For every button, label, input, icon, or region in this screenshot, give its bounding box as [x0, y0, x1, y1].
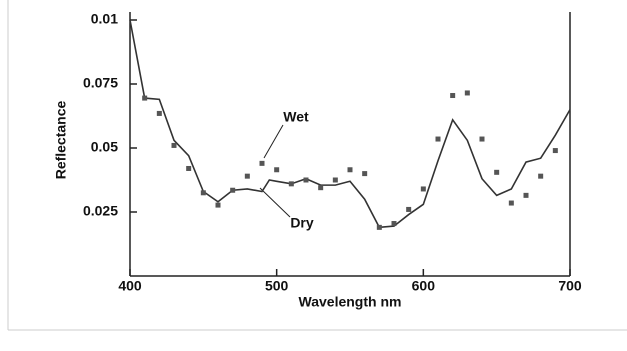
marker: [244, 173, 250, 179]
marker: [420, 186, 426, 192]
marker: [288, 181, 294, 187]
y-axis-label: Reflectance: [53, 100, 69, 179]
marker: [552, 148, 558, 154]
marker: [362, 171, 368, 177]
marker: [303, 177, 309, 183]
marker: [318, 185, 324, 191]
marker: [230, 187, 236, 193]
legend-label: Wet: [283, 109, 309, 125]
x-axis-label: Wavelength nm: [299, 294, 402, 310]
marker: [274, 167, 280, 173]
marker: [391, 221, 397, 227]
y-tick-label: 0.025: [83, 203, 118, 219]
marker: [186, 165, 192, 171]
marker: [156, 110, 162, 116]
marker: [259, 160, 265, 166]
marker: [523, 192, 529, 198]
marker: [142, 95, 148, 101]
marker: [494, 169, 500, 175]
marker: [215, 202, 221, 208]
x-tick-label: 600: [412, 278, 436, 294]
y-tick-label: 0.075: [83, 75, 118, 91]
marker: [406, 206, 412, 212]
y-tick-label: 0.01: [91, 11, 118, 27]
x-tick-label: 700: [558, 278, 582, 294]
marker: [171, 142, 177, 148]
marker: [508, 200, 514, 206]
marker: [347, 167, 353, 173]
marker: [479, 136, 485, 142]
y-tick-label: 0.05: [91, 139, 118, 155]
marker: [332, 177, 338, 183]
legend-label: Dry: [290, 215, 314, 231]
marker: [376, 224, 382, 230]
line: [129, 19, 571, 229]
marker: [435, 136, 441, 142]
marker: [538, 173, 544, 179]
pointer: [259, 187, 291, 218]
x-tick-label: 500: [265, 278, 289, 294]
x-tick-label: 400: [118, 278, 142, 294]
marker: [200, 190, 206, 196]
marker: [464, 90, 470, 96]
pointer: [263, 124, 284, 159]
marker: [450, 93, 456, 99]
